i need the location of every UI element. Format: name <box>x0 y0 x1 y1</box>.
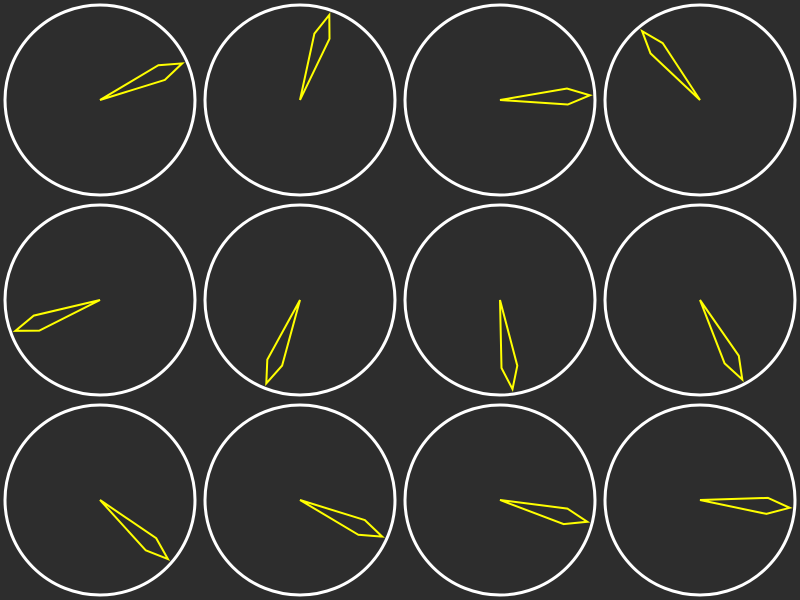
needle-icon <box>699 299 744 383</box>
dial-icon <box>603 3 797 197</box>
needle-icon <box>299 12 331 101</box>
dial <box>603 403 797 597</box>
dial <box>3 3 197 197</box>
dial-icon <box>603 203 797 397</box>
dial <box>403 403 597 597</box>
needle-icon <box>499 299 519 393</box>
dial <box>203 3 397 197</box>
needle-icon <box>699 496 793 515</box>
dial-icon <box>3 403 197 597</box>
dial-icon <box>403 203 597 397</box>
dial-icon <box>403 403 597 597</box>
needle-icon <box>640 28 701 101</box>
dial-icon <box>203 203 397 397</box>
needle-icon <box>99 62 185 101</box>
dial <box>203 203 397 397</box>
dial <box>3 403 197 597</box>
dial <box>603 3 797 197</box>
dial-icon <box>603 403 797 597</box>
dial <box>603 203 797 397</box>
needle-icon <box>99 499 171 561</box>
needle-icon <box>265 299 301 387</box>
needle-icon <box>12 299 101 332</box>
needle-icon <box>499 499 591 526</box>
dial <box>3 203 197 397</box>
dial-icon <box>403 3 597 197</box>
dial-icon <box>3 3 197 197</box>
needle-icon <box>299 499 385 538</box>
needle-icon <box>499 87 593 106</box>
dial-icon <box>3 203 197 397</box>
dial <box>403 203 597 397</box>
dial-icon <box>203 3 397 197</box>
dial <box>203 403 397 597</box>
dial <box>403 3 597 197</box>
dial-icon <box>203 403 397 597</box>
